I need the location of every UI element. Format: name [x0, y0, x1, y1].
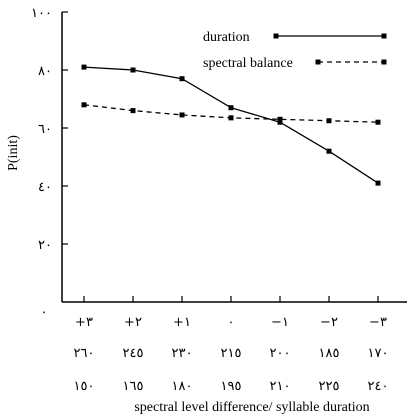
- x-tick-label: ١٥٠: [74, 379, 95, 394]
- data-point: [81, 102, 87, 108]
- x-tick-label: ٠: [228, 315, 235, 330]
- data-point: [179, 76, 185, 82]
- legend-label: spectral balance: [203, 56, 293, 71]
- x-tick-label: +٣: [75, 315, 93, 330]
- y-tick-label: ٤٠: [38, 180, 52, 195]
- x-ticks: [83, 296, 379, 302]
- data-point: [130, 108, 136, 114]
- x-tick-label: ٢١٥: [221, 346, 242, 361]
- data-point: [228, 105, 234, 111]
- x-tick-label: ٢٠٠: [270, 346, 291, 361]
- y-axis-label: P(init): [6, 135, 21, 171]
- series-line: [83, 66, 379, 184]
- series-layer: [81, 64, 381, 186]
- x-tick-label: ٢٣٠: [172, 346, 193, 361]
- data-point: [130, 67, 136, 73]
- y-tick-label: ٢٠: [38, 238, 52, 253]
- x-tick-label: ٢٢٥: [319, 379, 340, 394]
- series-0: [81, 64, 381, 186]
- x-tick-label: ٢١٠: [270, 379, 291, 394]
- legend: duration spectral balance: [203, 30, 387, 71]
- corner-tick-label: ٠: [41, 305, 48, 320]
- legend-marker: [381, 59, 387, 65]
- legend-marker: [273, 33, 279, 39]
- chart-axes: [61, 12, 407, 303]
- x-tick-label: +٢: [124, 315, 142, 330]
- x-tick-label: −٢: [320, 315, 338, 330]
- x-tick-label: ١٧٠: [368, 346, 389, 361]
- data-point: [277, 119, 283, 125]
- x-tick-label-rows: +٣ +٢ +١ ٠ −١ −٢ −٣ ٢٦٠ ٢٤٥ ٢٣٠ ٢١٥ ٢٠٠ ١٨٥ ١٧٠ ١٥٠ ١٦٥…: [74, 315, 389, 394]
- legend-marker: [315, 59, 321, 65]
- y-tick-label: ٦٠: [38, 122, 52, 137]
- x-tick-label: +١: [173, 315, 191, 330]
- x-tick-label: ١٩٥: [221, 379, 242, 394]
- series-1: [81, 102, 381, 125]
- x-tick-label: ٢٤٠: [368, 379, 389, 394]
- y-tick-label: ١٠٠: [31, 6, 52, 21]
- data-point: [326, 148, 332, 154]
- y-tick-label: ٨٠: [38, 64, 52, 79]
- data-point: [375, 180, 381, 186]
- x-tick-label: −١: [271, 315, 289, 330]
- data-point: [277, 116, 283, 122]
- x-tick-label: ١٨٥: [319, 346, 340, 361]
- x-tick-label: ١٦٥: [123, 379, 144, 394]
- x-tick-label: ١٨٠: [172, 379, 193, 394]
- data-point: [179, 112, 185, 118]
- y-ticks: ٢٠ ٤٠ ٦٠ ٨٠ ١٠٠: [31, 6, 68, 253]
- data-point: [326, 118, 332, 124]
- x-tick-label: ٢٦٠: [74, 346, 95, 361]
- legend-label: duration: [203, 30, 250, 45]
- x-axis-label: spectral level difference/ syllable dura…: [134, 400, 369, 415]
- data-point: [375, 119, 381, 125]
- legend-marker: [381, 33, 387, 39]
- data-point: [81, 64, 87, 70]
- data-point: [228, 115, 234, 121]
- x-tick-label: −٣: [369, 315, 387, 330]
- x-tick-label: ٢٤٥: [123, 346, 144, 361]
